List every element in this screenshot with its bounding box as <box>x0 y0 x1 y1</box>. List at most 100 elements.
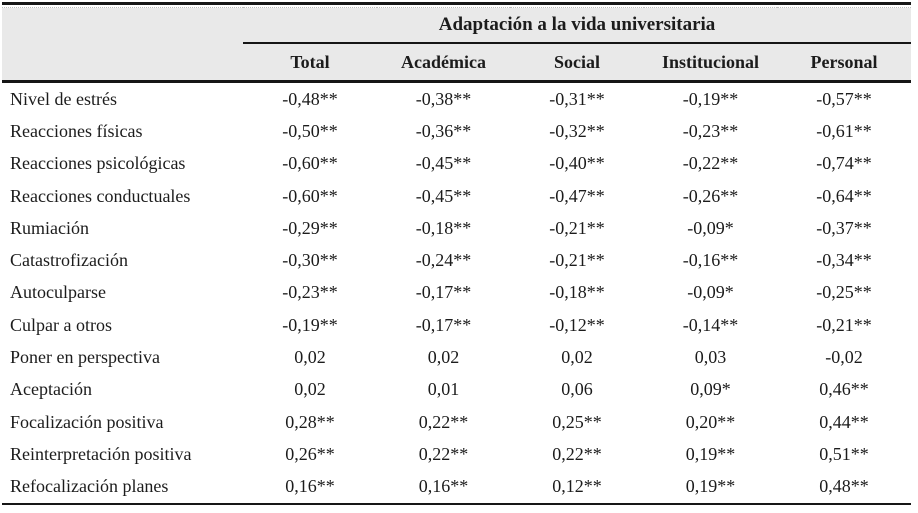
value-cell: -0,31** <box>549 88 605 109</box>
value-cell: 0,16** <box>285 476 335 497</box>
value-cell: -0,21** <box>549 217 605 238</box>
value-cell: -0,32** <box>549 120 605 141</box>
table-row: Rumiación -0,29** -0,18** -0,21** -0,09* -0,3… <box>2 212 911 244</box>
value-cell: 0,09* <box>690 379 731 400</box>
row-label: Aceptación <box>10 379 92 400</box>
value-cell: -0,14** <box>682 314 739 335</box>
value-cell: 0,06 <box>561 379 593 400</box>
value-cell: 0,22** <box>418 411 469 432</box>
row-label: Autoculparse <box>10 282 106 303</box>
value-cell: -0,34** <box>816 250 872 271</box>
row-label: Reinterpretación positiva <box>10 443 192 464</box>
value-cell: -0,40** <box>549 153 605 174</box>
table-row: Nivel de estrés -0,48** -0,38** -0,31** -0,1… <box>2 82 911 116</box>
table-row: Autoculparse -0,23** -0,17** -0,18** -0,09* -… <box>2 277 911 309</box>
value-cell: -0,37** <box>816 217 872 238</box>
value-cell: 0,02 <box>427 347 460 368</box>
value-cell: -0,26** <box>682 185 739 206</box>
value-cell: -0,25** <box>816 282 872 303</box>
value-cell: -0,48** <box>282 88 338 109</box>
column-header-social: Social <box>510 43 644 83</box>
value-cell: -0,64** <box>816 185 872 206</box>
table-row: Reinterpretación positiva 0,26** 0,22** 0,2… <box>2 438 911 470</box>
value-cell: 0,19** <box>685 443 736 464</box>
value-cell: -0,21** <box>549 250 605 271</box>
table-row: Focalización positiva 0,28** 0,22** 0,25** 0… <box>2 406 911 438</box>
value-cell: -0,22** <box>682 153 739 174</box>
table-spanner-title: Adaptación a la vida universitaria <box>243 7 912 44</box>
row-label: Catastrofización <box>10 250 128 271</box>
table-row: Aceptación 0,02 0,01 0,06 0,09* 0,46** <box>2 374 911 406</box>
value-cell: -0,17** <box>415 282 472 303</box>
row-label: Focalización positiva <box>10 411 164 432</box>
value-cell: -0,29** <box>282 217 338 238</box>
value-cell: -0,60** <box>282 185 338 206</box>
value-cell: -0,18** <box>549 282 605 303</box>
row-label: Refocalización planes <box>10 476 169 497</box>
value-cell: 0,51** <box>819 443 869 464</box>
value-cell: 0,48** <box>819 476 869 497</box>
value-cell: -0,45** <box>415 185 472 206</box>
value-cell: 0,22** <box>552 443 602 464</box>
table-row: Refocalización planes 0,16** 0,16** 0,12** 0… <box>2 471 911 504</box>
value-cell: -0,09* <box>687 217 734 238</box>
value-cell: 0,03 <box>694 347 727 368</box>
value-cell: -0,09* <box>687 282 734 303</box>
value-cell: -0,23** <box>682 120 739 141</box>
correlation-table: Adaptación a la vida universitaria Total… <box>2 2 912 505</box>
value-cell: 0,46** <box>819 379 869 400</box>
table-header: Adaptación a la vida universitaria Total… <box>2 7 912 83</box>
value-cell: 0,16** <box>418 476 469 497</box>
value-cell: -0,19** <box>282 314 338 335</box>
value-cell: -0,18** <box>415 217 472 238</box>
value-cell: 0,44** <box>819 411 869 432</box>
value-cell: -0,38** <box>415 88 472 109</box>
value-cell: -0,12** <box>549 314 605 335</box>
value-cell: 0,25** <box>552 411 602 432</box>
row-label: Reacciones conductuales <box>10 185 191 206</box>
correlation-table-grid: Adaptación a la vida universitaria Total… <box>2 7 912 505</box>
table-row: Culpar a otros -0,19** -0,17** -0,12** -0,14… <box>2 309 911 341</box>
value-cell: 0,12** <box>552 476 602 497</box>
table-row: Catastrofización -0,30** -0,24** -0,21** -0,… <box>2 244 911 276</box>
value-cell: 0,19** <box>685 476 736 497</box>
value-cell: -0,19** <box>682 88 739 109</box>
value-cell: 0,02 <box>294 347 326 368</box>
value-cell: -0,21** <box>816 314 872 335</box>
row-label: Culpar a otros <box>10 314 112 335</box>
spanner-row: Adaptación a la vida universitaria <box>2 7 912 44</box>
column-header-personal: Personal <box>777 43 912 83</box>
table-row: Reacciones físicas -0,50** -0,36** -0,32** -… <box>2 115 911 147</box>
value-cell: -0,60** <box>282 153 338 174</box>
row-label: Nivel de estrés <box>10 88 117 109</box>
column-header-institucional: Institucional <box>644 43 777 83</box>
value-cell: 0,02 <box>561 347 593 368</box>
value-cell: -0,50** <box>282 120 338 141</box>
row-label: Poner en perspectiva <box>10 347 160 368</box>
row-label: Reacciones físicas <box>10 120 143 141</box>
value-cell: 0,01 <box>427 379 460 400</box>
column-header-total: Total <box>243 43 377 83</box>
value-cell: -0,57** <box>816 88 872 109</box>
value-cell: -0,74** <box>816 153 872 174</box>
value-cell: -0,02 <box>825 347 863 368</box>
value-cell: 0,02 <box>294 379 326 400</box>
value-cell: -0,17** <box>415 314 472 335</box>
value-cell: 0,28** <box>285 411 335 432</box>
row-label: Reacciones psicológicas <box>10 153 186 174</box>
header-corner-cell <box>2 43 243 83</box>
header-corner-cell <box>2 7 243 43</box>
table-row: Reacciones psicológicas -0,60** -0,45** -0,… <box>2 148 911 180</box>
column-header-row: Total Académica Social Institucional Per… <box>2 43 912 83</box>
value-cell: -0,47** <box>549 185 605 206</box>
table-row: Reacciones conductuales -0,60** -0,45** -0,… <box>2 180 911 212</box>
value-cell: -0,16** <box>682 250 739 271</box>
value-cell: -0,61** <box>816 120 872 141</box>
value-cell: 0,22** <box>418 443 469 464</box>
value-cell: -0,30** <box>282 250 338 271</box>
value-cell: -0,45** <box>415 153 472 174</box>
value-cell: 0,26** <box>285 443 335 464</box>
value-cell: -0,36** <box>415 120 472 141</box>
value-cell: -0,23** <box>282 282 338 303</box>
value-cell: -0,24** <box>415 250 472 271</box>
